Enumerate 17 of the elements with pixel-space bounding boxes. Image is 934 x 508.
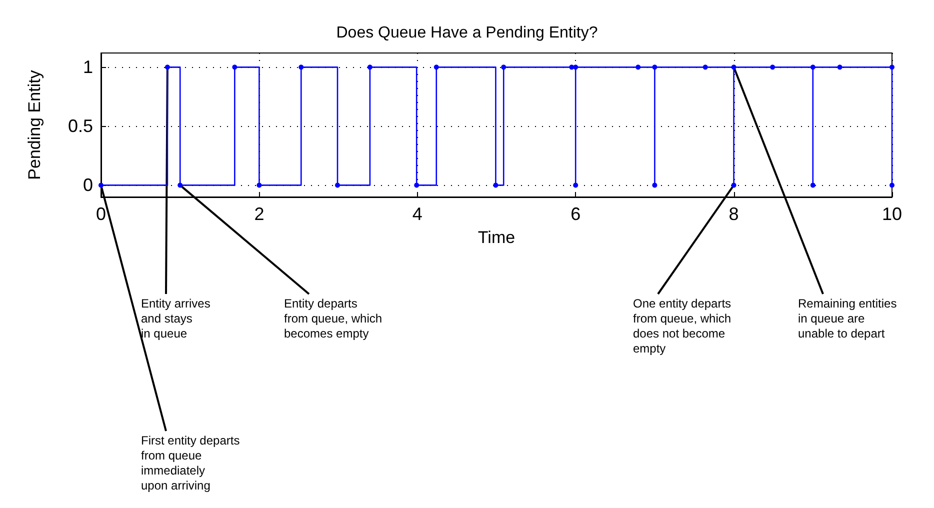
annotation: Remaining entities in queue are unable to depart: [798, 296, 897, 340]
y-axis-title: Pending Entity: [25, 70, 44, 180]
x-tick-label: 4: [412, 204, 422, 224]
annotation: Entity departs from queue, which becomes empty: [284, 296, 382, 340]
x-tick-label: 6: [570, 204, 581, 224]
x-tick-label: 0: [96, 204, 106, 224]
y-tick-label: 1: [82, 57, 93, 78]
chart-title: Does Queue Have a Pending Entity?: [336, 24, 598, 42]
x-axis-title: Time: [478, 228, 516, 247]
annotation: One entity departs from queue, which does not become empty: [633, 296, 732, 356]
annotation: First entity departs from queue immediately upon arriving: [141, 434, 240, 492]
annotation: Entity arrives and stays in queue: [141, 296, 210, 340]
y-tick-label: 0.5: [68, 116, 93, 136]
x-tick-label: 8: [728, 204, 739, 224]
x-tick-label: 10: [882, 204, 902, 224]
x-tick-label: 2: [254, 204, 264, 224]
y-tick-label: 0: [82, 175, 93, 196]
